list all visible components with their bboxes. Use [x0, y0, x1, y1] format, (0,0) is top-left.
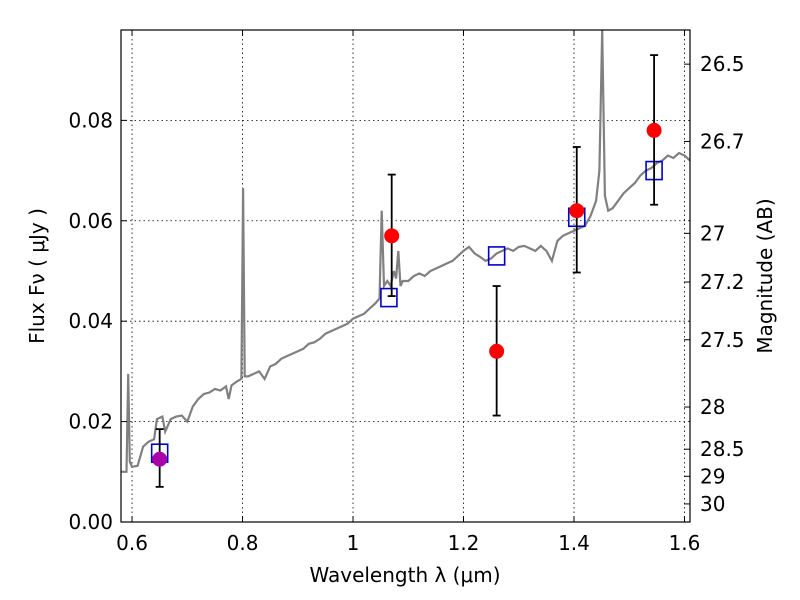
y2-tick-label: 27	[700, 221, 725, 245]
observed-point	[569, 203, 585, 219]
spectrum-layer	[121, 30, 690, 473]
model-point	[487, 246, 506, 266]
plot-frame	[120, 29, 691, 523]
x-tick-label: 0.6	[116, 531, 148, 555]
points-layer	[150, 54, 663, 488]
x-tick-label: 1.2	[448, 531, 480, 555]
ticks-layer: 0.6 0.8 1 1.2 1.4 1.6 0.00 0.02 0.04 0.06 0.08 26.5…	[68, 30, 745, 555]
y-axis-label: Flux Fν ( μJy )	[25, 208, 49, 344]
y-tick-label: 0.02	[68, 410, 113, 434]
y2-tick-label: 26.7	[700, 129, 745, 153]
y-tick-label: 0.06	[68, 209, 113, 233]
y2-axis-label: Magnitude (AB)	[753, 198, 777, 353]
x-tick-label: 1.4	[558, 531, 590, 555]
x-tick-label: 1.6	[669, 531, 701, 555]
observed-point	[646, 122, 662, 138]
y2-tick-label: 30	[700, 492, 725, 516]
observed-point	[489, 343, 505, 359]
observed-point	[384, 228, 400, 244]
grid-layer	[121, 30, 690, 522]
observed-point	[152, 451, 168, 467]
y2-tick-label: 27.2	[700, 270, 745, 294]
y-tick-label: 0.00	[68, 510, 113, 534]
y2-tick-label: 27.5	[700, 328, 745, 352]
spectrum-line	[121, 30, 690, 473]
y-tick-label: 0.08	[68, 108, 113, 132]
y2-tick-label: 28	[700, 395, 725, 419]
y2-tick-label: 29	[700, 464, 725, 488]
y2-tick-label: 28.5	[700, 437, 745, 461]
y-tick-label: 0.04	[68, 309, 113, 333]
x-tick-label: 1	[347, 531, 360, 555]
x-tick-label: 0.8	[227, 531, 259, 555]
y2-tick-label: 26.5	[700, 52, 745, 76]
model-point	[380, 287, 398, 308]
x-axis-label: Wavelength λ (μm)	[309, 563, 500, 587]
